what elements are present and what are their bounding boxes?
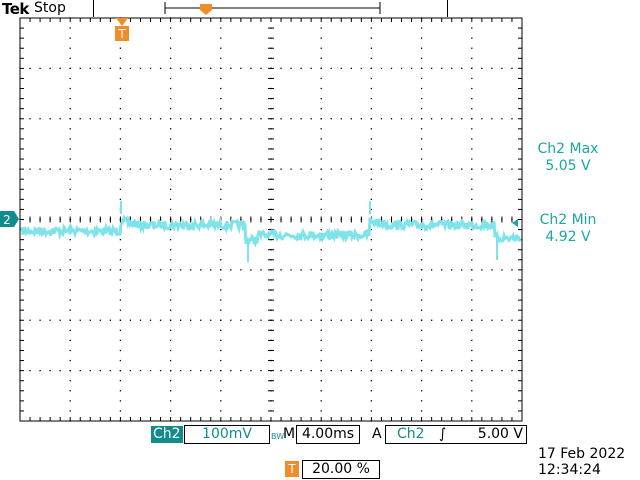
time-display: 12:34:24 [538, 462, 601, 478]
trigger-marker-label: T [117, 27, 126, 41]
ch2-trace-line [20, 214, 522, 248]
channel-button[interactable]: Ch2 [151, 426, 183, 443]
acquisition-mode: A [372, 426, 382, 442]
trigger-level: 5.00 V [477, 426, 523, 442]
status-divider [447, 0, 448, 17]
ch2-max-value: 5.05 V [545, 158, 591, 174]
timebase-prefix: M [283, 426, 296, 442]
trigger-level-arrow [512, 219, 518, 227]
status-divider [93, 0, 94, 17]
ch2-waveform-trace [20, 201, 522, 262]
date-display: 17 Feb 2022 [538, 446, 626, 462]
timebase-value[interactable]: 4.00ms [296, 425, 360, 444]
trigger-position-icon: T [285, 461, 299, 477]
brand-logo: Tek [2, 0, 29, 18]
vertical-scale[interactable]: 100mV [184, 425, 270, 444]
record-view-bar [164, 2, 381, 15]
trigger-position-marker[interactable]: T [115, 18, 129, 41]
trigger-position-value[interactable]: 20.00 % [302, 460, 380, 479]
trigger-settings[interactable]: Ch2 ∫ 5.00 V [385, 425, 527, 444]
ch2-max-label: Ch2 Max [537, 141, 599, 157]
record-trigger-icon [200, 4, 212, 15]
channel2-marker-label: 2 [3, 213, 11, 227]
bandwidth-limit-indicator: BW [271, 432, 285, 441]
ch2-min-value: 4.92 V [545, 229, 591, 245]
ch2-min-label: Ch2 Min [539, 212, 597, 228]
acquisition-status: Stop [34, 0, 66, 16]
rising-edge-icon: ∫ [439, 426, 447, 442]
channel2-marker[interactable]: 2 [0, 211, 19, 227]
trigger-source: Ch2 [397, 426, 425, 442]
graticule-grid [19, 17, 522, 422]
